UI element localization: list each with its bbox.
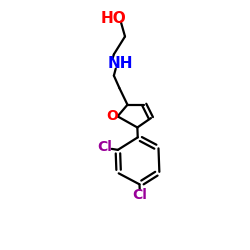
Text: HO: HO (101, 11, 127, 26)
Text: Cl: Cl (132, 188, 148, 202)
Text: O: O (106, 109, 118, 123)
Text: NH: NH (108, 56, 134, 71)
Text: Cl: Cl (97, 140, 112, 154)
